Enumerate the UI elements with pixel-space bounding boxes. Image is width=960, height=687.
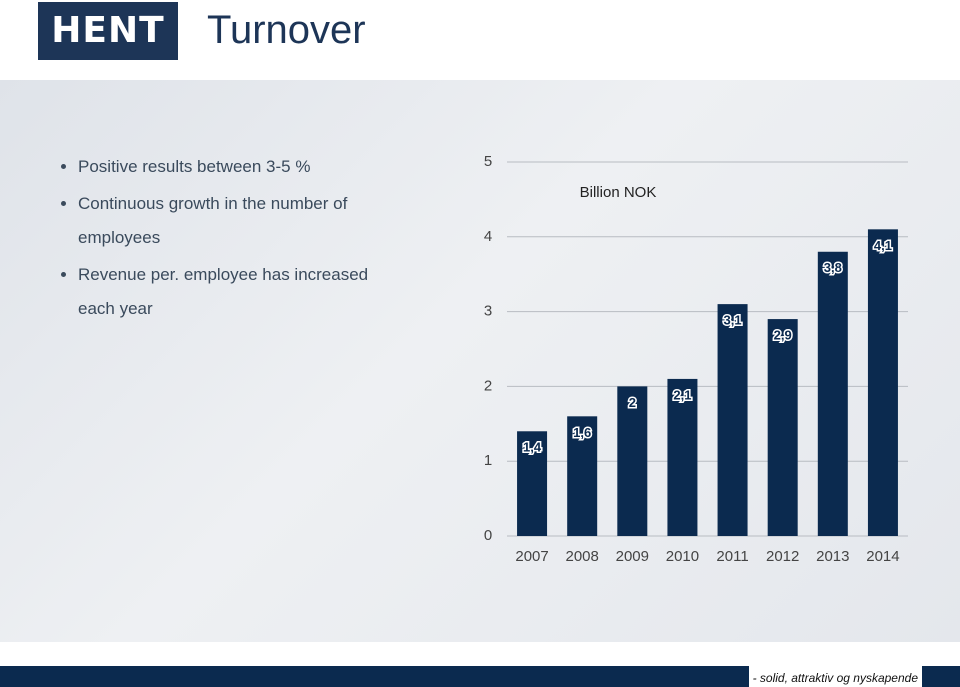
x-tick-label: 2009 xyxy=(616,548,649,565)
bullet: Continuous growth in the number of emplo… xyxy=(78,187,408,255)
x-tick-label: 2008 xyxy=(566,548,599,565)
x-tick-label: 2011 xyxy=(716,548,748,565)
bar xyxy=(617,386,648,536)
bar xyxy=(517,431,548,536)
logo: HENT xyxy=(38,2,178,60)
bar xyxy=(567,416,598,536)
value-label: 2,1 xyxy=(673,387,691,402)
bar xyxy=(817,251,848,536)
chart-subtitle: Billion NOK xyxy=(580,184,657,201)
y-tick-label: 4 xyxy=(484,228,492,245)
x-tick-label: 2010 xyxy=(666,548,699,565)
y-tick-label: 0 xyxy=(484,527,492,544)
y-tick-label: 3 xyxy=(484,303,492,320)
y-tick-label: 2 xyxy=(484,377,492,394)
x-tick-label: 2013 xyxy=(816,548,849,565)
value-label: 1,4 xyxy=(523,440,542,455)
x-tick-label: 2014 xyxy=(866,548,899,565)
footer-text: - solid, attraktiv og nyskapende xyxy=(748,666,922,687)
bar xyxy=(767,319,798,536)
background xyxy=(0,80,960,642)
bullet: Positive results between 3-5 % xyxy=(78,150,408,184)
bullet-list: Positive results between 3-5 % Continuou… xyxy=(40,150,408,329)
footer-bar xyxy=(0,666,960,687)
bar xyxy=(867,229,898,536)
value-label: 4,1 xyxy=(874,238,892,253)
y-tick-label: 5 xyxy=(484,153,492,170)
bar xyxy=(667,378,698,536)
value-label: 2 xyxy=(629,395,636,410)
y-tick-label: 1 xyxy=(484,452,492,469)
x-tick-label: 2007 xyxy=(515,548,548,565)
value-label: 2,9 xyxy=(774,328,792,343)
value-label: 3,8 xyxy=(824,260,842,275)
chart: Billion NOK 0 1 2 3 4 5 2007 1,4 2008 1,6 2009 2 201… xyxy=(484,153,908,565)
slide-title: Turnover xyxy=(207,8,366,52)
bar xyxy=(717,304,748,536)
bullet: Revenue per. employee has increased each… xyxy=(78,258,408,326)
value-label: 1,6 xyxy=(573,425,591,440)
value-label: 3,1 xyxy=(724,313,742,328)
x-tick-label: 2012 xyxy=(766,548,799,565)
